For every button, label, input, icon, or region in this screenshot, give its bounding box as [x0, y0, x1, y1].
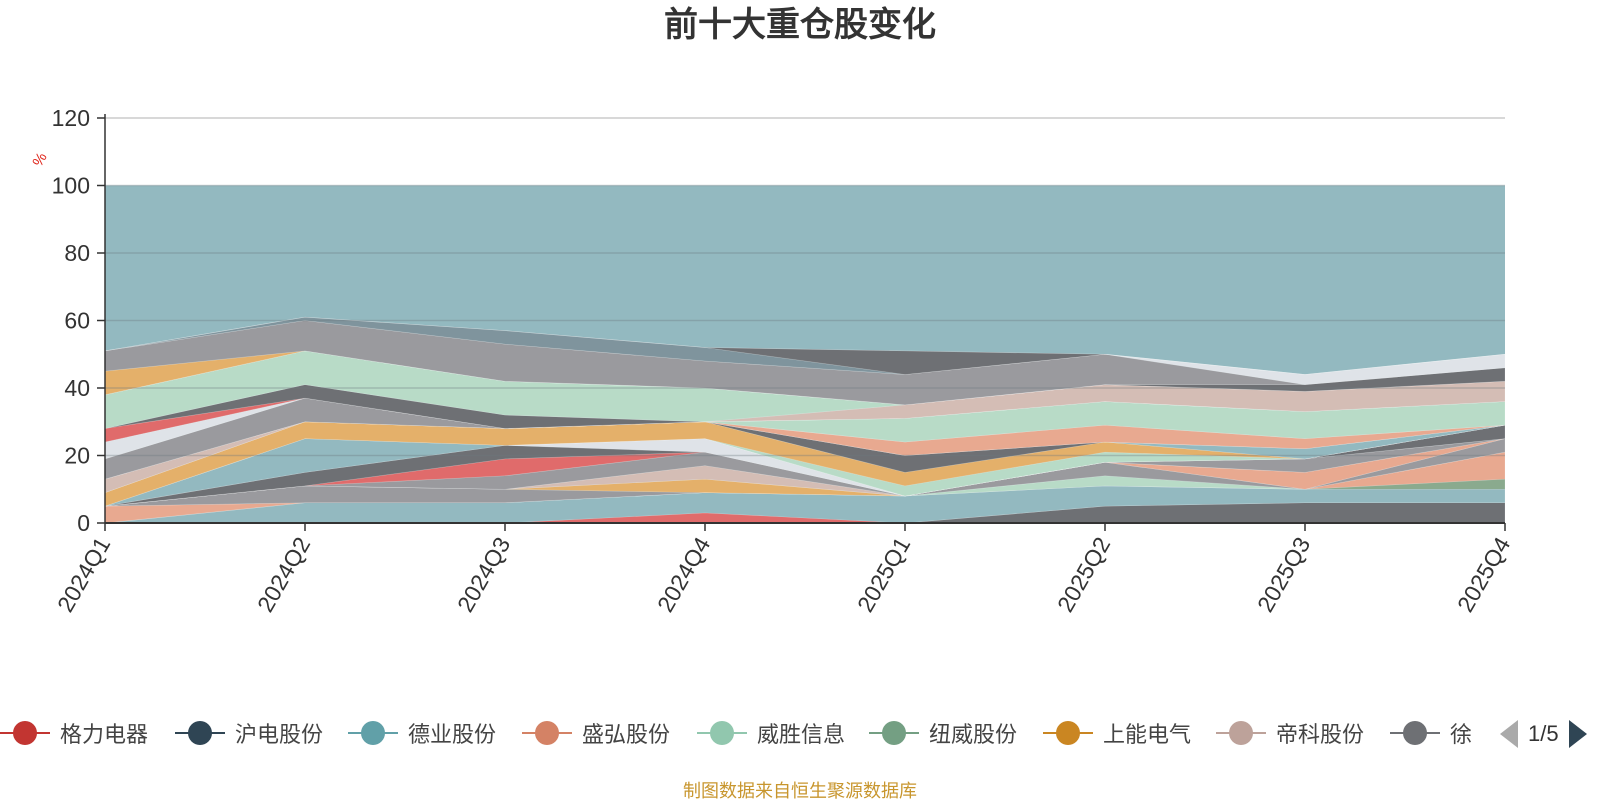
x-tick-label: 2024Q1: [52, 533, 115, 617]
y-tick-label: 0: [77, 510, 90, 536]
legend-marker-icon: [1043, 720, 1093, 746]
legend-marker-icon: [522, 720, 572, 746]
legend-next-page-icon[interactable]: [1568, 720, 1587, 748]
x-tick-label: 2024Q3: [452, 533, 515, 617]
legend-item[interactable]: 帝科股份: [1216, 713, 1364, 753]
legend-marker-icon: [697, 720, 747, 746]
legend-label: 徐: [1450, 722, 1473, 747]
legend-marker-icon: [175, 720, 225, 746]
x-tick-label: 2025Q2: [1052, 533, 1115, 617]
legend-marker-icon: [348, 720, 398, 746]
legend-label: 格力电器: [60, 722, 149, 747]
x-tick-label: 2025Q4: [1452, 532, 1516, 616]
chart-title: 前十大重仓股变化: [664, 6, 936, 44]
legend-label: 盛弘股份: [582, 722, 671, 747]
legend-marker-icon: [869, 720, 919, 746]
x-tick-label: 2024Q4: [652, 532, 716, 616]
y-tick-label: 80: [64, 240, 90, 266]
legend-label: 德业股份: [408, 722, 497, 747]
y-axis-unit-label: %: [29, 150, 50, 170]
x-tick-label: 2024Q2: [252, 533, 315, 617]
y-tick-label: 100: [52, 173, 90, 199]
legend: 格力电器 沪电股份 德业股份 盛弘股份 威胜信息 纽威股份 上能电气 帝科股份 徐: [0, 713, 1480, 753]
legend-item[interactable]: 徐: [1390, 713, 1472, 753]
area-series-layer: [104, 316, 1506, 524]
y-tick-label: 20: [64, 443, 90, 469]
area-series-38: [104, 316, 1506, 375]
legend-label: 纽威股份: [929, 722, 1018, 747]
y-tick-label: 120: [52, 105, 90, 131]
y-tick-label: 40: [64, 375, 90, 401]
legend-item[interactable]: 上能电气: [1043, 713, 1191, 753]
legend-label: 威胜信息: [757, 722, 846, 747]
grid-layer: [105, 117, 1505, 457]
legend-prev-page-icon[interactable]: [1500, 720, 1518, 748]
legend-item[interactable]: 威胜信息: [697, 713, 845, 753]
legend-item[interactable]: 纽威股份: [869, 713, 1017, 753]
legend-label: 沪电股份: [235, 722, 324, 747]
legend-marker-icon: [1216, 720, 1266, 746]
x-tick-label: 2025Q3: [1252, 533, 1315, 617]
legend-item[interactable]: 沪电股份: [175, 713, 323, 753]
legend-item[interactable]: 盛弘股份: [522, 713, 670, 753]
y-tick-label: 60: [64, 308, 90, 334]
legend-pager: 1/5: [1500, 716, 1600, 752]
legend-item[interactable]: 格力电器: [0, 713, 148, 753]
legend-label: 上能电气: [1103, 722, 1192, 747]
legend-marker-icon: [1390, 720, 1440, 746]
legend-item[interactable]: 德业股份: [348, 713, 496, 753]
legend-page-indicator: 1/5: [1528, 721, 1559, 746]
data-source-note: 制图数据来自恒生聚源数据库: [683, 781, 917, 801]
legend-marker-icon: [0, 720, 50, 746]
x-tick-label: 2025Q1: [852, 533, 915, 617]
legend-label: 帝科股份: [1276, 722, 1365, 747]
